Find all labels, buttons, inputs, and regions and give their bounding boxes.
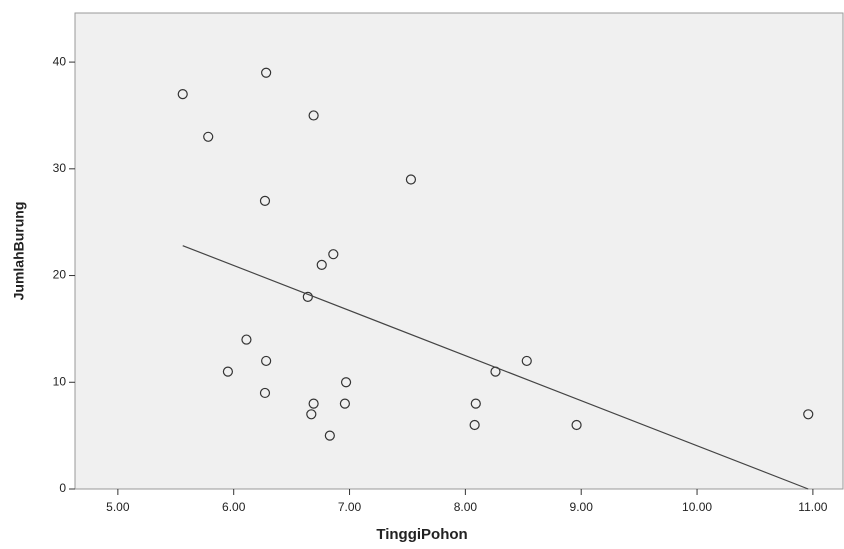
y-tick-label: 20 xyxy=(53,268,67,282)
point xyxy=(469,419,480,431)
point xyxy=(521,355,532,367)
x-tick-label: 5.00 xyxy=(106,500,130,514)
point xyxy=(470,398,481,409)
point xyxy=(339,398,351,409)
point xyxy=(302,291,313,302)
point xyxy=(340,377,352,388)
x-tick-label: 9.00 xyxy=(570,500,594,514)
point xyxy=(405,174,417,185)
x-tick-label: 6.00 xyxy=(222,500,246,514)
x-tick-label: 10.00 xyxy=(682,500,712,514)
x-tick-label: 8.00 xyxy=(454,500,478,514)
y-tick-label: 0 xyxy=(59,481,66,495)
point xyxy=(571,419,582,431)
point xyxy=(177,89,188,100)
point xyxy=(803,409,814,420)
point xyxy=(328,249,339,260)
y-tick-label: 30 xyxy=(53,161,67,175)
y-tick-label: 10 xyxy=(53,374,67,388)
x-tick-label: 11.00 xyxy=(798,500,827,514)
x-tick-label: 7.00 xyxy=(338,500,362,514)
fit-line xyxy=(182,245,809,490)
point xyxy=(316,259,327,270)
point xyxy=(222,366,234,377)
point xyxy=(308,110,319,121)
y-axis-title: JumlahBurung xyxy=(11,202,27,301)
point xyxy=(261,67,272,78)
point xyxy=(259,195,271,206)
point xyxy=(203,131,214,142)
y-tick-label: 40 xyxy=(53,54,67,68)
x-axis-title: TinggiPohon xyxy=(376,526,467,543)
point xyxy=(259,387,271,399)
point xyxy=(261,355,272,367)
plot-area xyxy=(74,12,844,490)
point xyxy=(324,430,335,441)
point xyxy=(306,409,317,420)
point xyxy=(308,398,319,409)
point xyxy=(241,334,252,345)
